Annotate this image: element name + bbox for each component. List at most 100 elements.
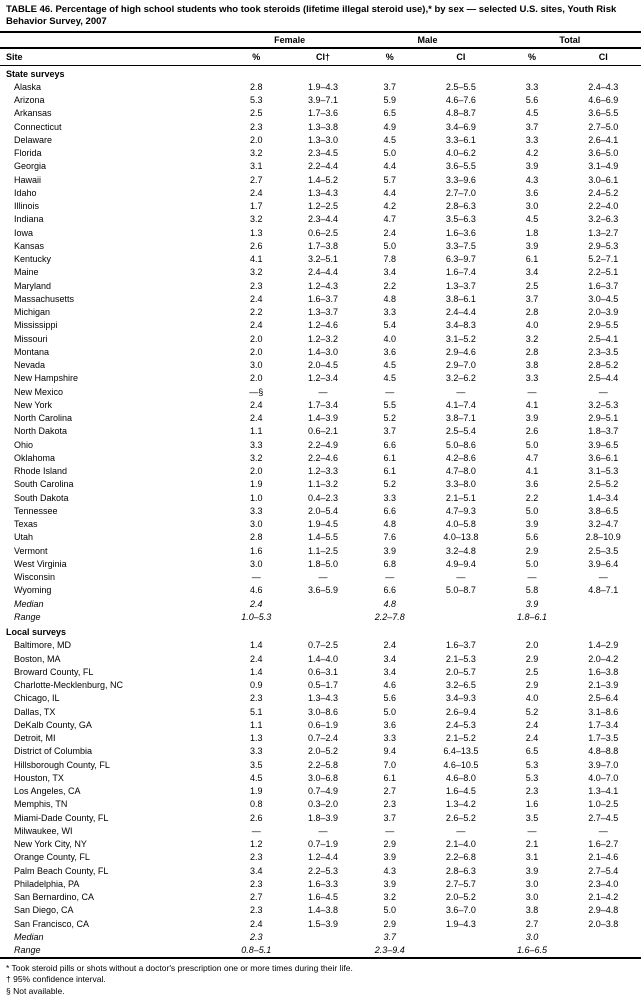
- cell-t-ci: [565, 944, 641, 958]
- cell-m-pct: 3.9: [356, 878, 423, 891]
- cell-m-ci: 1.6–3.6: [423, 227, 499, 240]
- cell-m-ci: 1.6–4.5: [423, 785, 499, 798]
- cell-t-pct: 5.0: [499, 558, 566, 571]
- cell-t-pct: 3.0: [499, 931, 566, 944]
- cell-t-pct: 2.5: [499, 666, 566, 679]
- cell-t-ci: 3.2–4.7: [565, 518, 641, 531]
- table-row: Houston, TX4.53.0–6.86.14.6–8.05.34.0–7.…: [0, 772, 641, 785]
- cell-f-ci: 1.9–4.5: [290, 518, 357, 531]
- cell-site: Houston, TX: [0, 772, 223, 785]
- table-row: Palm Beach County, FL3.42.2–5.34.32.8–6.…: [0, 865, 641, 878]
- cell-f-pct: 3.0: [223, 558, 290, 571]
- cell-m-ci: 1.6–3.7: [423, 639, 499, 652]
- cell-t-ci: —: [565, 571, 641, 584]
- cell-site: West Virginia: [0, 558, 223, 571]
- table-row: Missouri2.01.2–3.24.03.1–5.23.22.5–4.1: [0, 333, 641, 346]
- cell-m-ci: 3.3–9.6: [423, 174, 499, 187]
- cell-f-pct: 2.3: [223, 121, 290, 134]
- cell-f-ci: 1.4–5.2: [290, 174, 357, 187]
- cell-site: Tennessee: [0, 505, 223, 518]
- cell-f-pct: 2.3: [223, 692, 290, 705]
- cell-site: New York: [0, 399, 223, 412]
- cell-site: Orange County, FL: [0, 851, 223, 864]
- cell-t-ci: 2.5–3.5: [565, 545, 641, 558]
- cell-t-pct: 3.7: [499, 121, 566, 134]
- cell-site: Missouri: [0, 333, 223, 346]
- cell-f-pct: —: [223, 571, 290, 584]
- cell-t-pct: 2.9: [499, 545, 566, 558]
- table-row: South Carolina1.91.1–3.25.23.3–8.03.62.5…: [0, 478, 641, 491]
- cell-f-ci: [290, 611, 357, 624]
- cell-t-ci: —: [565, 825, 641, 838]
- cell-m-ci: 3.4–9.3: [423, 692, 499, 705]
- cell-site: Range: [0, 944, 223, 958]
- cell-m-pct: 4.2: [356, 200, 423, 213]
- table-row: Oklahoma3.22.2–4.66.14.2–8.64.73.6–6.1: [0, 452, 641, 465]
- cell-f-pct: 2.2: [223, 306, 290, 319]
- table-row: Iowa1.30.6–2.52.41.6–3.61.81.3–2.7: [0, 227, 641, 240]
- cell-t-pct: 3.1: [499, 851, 566, 864]
- cell-t-pct: 3.8: [499, 359, 566, 372]
- col-site: Site: [0, 48, 223, 66]
- cell-site: New York City, NY: [0, 838, 223, 851]
- cell-t-pct: 2.1: [499, 838, 566, 851]
- cell-site: Vermont: [0, 545, 223, 558]
- cell-m-ci: 3.3–8.0: [423, 478, 499, 491]
- cell-m-pct: 3.3: [356, 306, 423, 319]
- table-row: Wyoming4.63.6–5.96.65.0–8.75.84.8–7.1: [0, 584, 641, 597]
- cell-f-ci: 0.7–2.5: [290, 639, 357, 652]
- cell-t-ci: 1.3–2.7: [565, 227, 641, 240]
- cell-m-pct: 6.8: [356, 558, 423, 571]
- table-row: Utah2.81.4–5.57.64.0–13.85.62.8–10.9: [0, 531, 641, 544]
- cell-f-ci: [290, 598, 357, 611]
- cell-m-ci: [423, 611, 499, 624]
- cell-f-pct: 2.4: [223, 598, 290, 611]
- col-f-ci: CI†: [290, 48, 357, 66]
- cell-site: Boston, MA: [0, 653, 223, 666]
- cell-m-pct: 5.2: [356, 412, 423, 425]
- cell-f-pct: 5.3: [223, 94, 290, 107]
- cell-t-pct: 4.3: [499, 174, 566, 187]
- cell-site: Montana: [0, 346, 223, 359]
- cell-m-pct: 2.3: [356, 798, 423, 811]
- cell-f-ci: [290, 931, 357, 944]
- cell-f-pct: 3.5: [223, 759, 290, 772]
- cell-m-ci: 3.6–5.5: [423, 160, 499, 173]
- cell-m-pct: 2.3–9.4: [356, 944, 423, 958]
- cell-site: Connecticut: [0, 121, 223, 134]
- table-row: Florida3.22.3–4.55.04.0–6.24.23.6–5.0: [0, 147, 641, 160]
- cell-site: Philadelphia, PA: [0, 878, 223, 891]
- table-row: New Hampshire2.01.2–3.44.53.2–6.23.32.5–…: [0, 372, 641, 385]
- cell-t-pct: 4.0: [499, 319, 566, 332]
- col-f-pct: %: [223, 48, 290, 66]
- cell-t-ci: [565, 598, 641, 611]
- cell-t-ci: [565, 611, 641, 624]
- cell-m-ci: 5.0–8.6: [423, 439, 499, 452]
- cell-site: Alaska: [0, 81, 223, 94]
- cell-t-ci: 2.9–5.1: [565, 412, 641, 425]
- cell-f-pct: 3.3: [223, 505, 290, 518]
- cell-site: Indiana: [0, 213, 223, 226]
- cell-t-ci: 2.8–10.9: [565, 531, 641, 544]
- cell-f-ci: 3.0–6.8: [290, 772, 357, 785]
- cell-m-ci: 3.3–6.1: [423, 134, 499, 147]
- cell-m-ci: 4.6–7.6: [423, 94, 499, 107]
- cell-t-ci: 2.8–5.2: [565, 359, 641, 372]
- cell-f-ci: 0.7–1.9: [290, 838, 357, 851]
- cell-m-ci: 3.8–7.1: [423, 412, 499, 425]
- table-row: West Virginia3.01.8–5.06.84.9–9.45.03.9–…: [0, 558, 641, 571]
- cell-f-ci: 1.4–3.9: [290, 412, 357, 425]
- cell-f-pct: 2.0: [223, 372, 290, 385]
- cell-m-ci: 4.1–7.4: [423, 399, 499, 412]
- cell-t-pct: 3.6: [499, 187, 566, 200]
- cell-t-pct: 5.6: [499, 531, 566, 544]
- cell-m-pct: 3.2: [356, 891, 423, 904]
- cell-m-pct: —: [356, 825, 423, 838]
- cell-m-pct: 3.6: [356, 346, 423, 359]
- cell-f-pct: 2.7: [223, 891, 290, 904]
- cell-t-ci: 4.6–6.9: [565, 94, 641, 107]
- cell-f-pct: 2.3: [223, 931, 290, 944]
- cell-m-ci: 3.5–6.3: [423, 213, 499, 226]
- cell-site: South Carolina: [0, 478, 223, 491]
- cell-t-pct: 2.4: [499, 732, 566, 745]
